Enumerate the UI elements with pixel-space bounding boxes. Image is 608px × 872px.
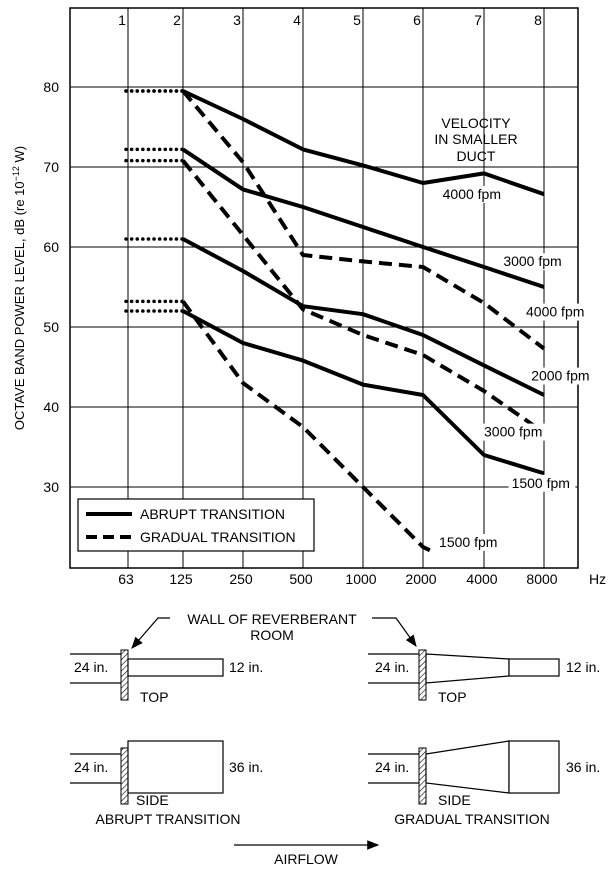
abrupt-top-outlet-label: 12 in.: [229, 659, 263, 675]
outlet-duct: [127, 658, 224, 677]
x-tick-label: 2000: [405, 571, 436, 587]
series-line-gradual: [181, 300, 433, 553]
x-tick-label: 8000: [526, 571, 557, 587]
band-numbers: 1 2 3 4 5 6 7 8: [118, 12, 542, 28]
wall-gradual-top: [418, 649, 427, 701]
series-line-abrupt: [181, 147, 545, 289]
series-label-bg: [523, 303, 590, 321]
legend: ABRUPT TRANSITION GRADUAL TRANSITION: [77, 498, 315, 552]
gradual-top-view: 24 in. 12 in. TOP: [368, 649, 600, 705]
legend-label-abrupt: ABRUPT TRANSITION: [140, 506, 285, 522]
annotation-velocity: VELOCITY IN SMALLER DUCT: [434, 115, 517, 164]
abrupt-top-view-label: TOP: [140, 689, 169, 705]
annotation-line-1: VELOCITY: [441, 115, 511, 131]
gradual-side-outlet-label: 36 in.: [566, 759, 600, 775]
series-label-bg: [439, 186, 507, 203]
abrupt-top-inlet-label: 24 in.: [74, 659, 108, 675]
y-tick-label: 30: [43, 479, 59, 495]
gridlines: [70, 8, 578, 568]
outlet-duct: [127, 740, 224, 794]
gradual-side-inlet-label: 24 in.: [375, 759, 409, 775]
x-tick-label: 125: [169, 571, 193, 587]
x-tick-label: 250: [229, 571, 253, 587]
abrupt-side-outlet-label: 36 in.: [229, 759, 263, 775]
gradual-top-inlet-label: 24 in.: [375, 659, 409, 675]
legend-label-gradual: GRADUAL TRANSITION: [140, 529, 296, 545]
series-label: 3000 fpm: [484, 424, 542, 440]
series-line-abrupt: [182, 237, 545, 397]
airflow-label: AIRFLOW: [274, 851, 339, 867]
band-number: 7: [474, 12, 482, 28]
transition-diagram: WALL OF REVERBERANT ROOM 24 in. 12 in. T…: [70, 611, 600, 867]
annotation-line-2: IN SMALLER: [434, 131, 517, 147]
wall-label-line-2: ROOM: [250, 627, 294, 643]
wall-abrupt-side: [120, 747, 129, 805]
annotation-line-3: DUCT: [457, 148, 496, 164]
wall-abrupt-top: [120, 649, 129, 701]
x-unit-label: Hz: [589, 571, 606, 587]
y-tick-label: 60: [43, 239, 59, 255]
x-tick-label: 63: [118, 571, 134, 587]
abrupt-top-view: 24 in. 12 in. TOP: [70, 649, 263, 705]
y-tick-label: 80: [43, 79, 59, 95]
series-label-bg: [508, 474, 576, 492]
wall-leader-left: [131, 617, 170, 649]
series-label: 1500 fpm: [512, 475, 570, 491]
x-tick-label: 1000: [345, 571, 376, 587]
abrupt-side-view: 24 in. 36 in. SIDE ABRUPT TRANSITION: [70, 740, 263, 827]
outlet-duct: [508, 740, 560, 794]
gradual-top-outlet-label: 12 in.: [566, 659, 600, 675]
series-label: 2000 fpm: [531, 368, 589, 384]
outlet-duct: [508, 658, 560, 677]
series-line-abrupt: [182, 89, 545, 197]
y-tick-label: 70: [43, 159, 59, 175]
y-ticks: 30 40 50 60 70 80: [43, 79, 59, 495]
series-label-bg: [500, 253, 575, 271]
series-label: 4000 fpm: [526, 304, 584, 320]
gradual-top-view-label: TOP: [438, 689, 467, 705]
y-tick-label: 40: [43, 399, 59, 415]
abrupt-caption: ABRUPT TRANSITION: [96, 811, 241, 827]
series-label: 1500 fpm: [439, 534, 497, 550]
band-number: 3: [233, 12, 241, 28]
y-tick-label: 50: [43, 319, 59, 335]
series-labels: 4000 fpm 3000 fpm 4000 fpm 2000 fpm 3000 fpm…: [436, 186, 595, 551]
gradual-caption: GRADUAL TRANSITION: [394, 811, 550, 827]
series-line-abrupt: [182, 309, 545, 476]
wall-label-line-1: WALL OF REVERBERANT: [187, 611, 357, 627]
series-label-bg: [436, 534, 511, 551]
legend-box: [77, 498, 315, 552]
series-label: 4000 fpm: [443, 186, 501, 202]
series-group: [124, 89, 546, 553]
abrupt-side-view-label: SIDE: [136, 792, 169, 808]
tapered-transition: [425, 740, 510, 794]
tapered-transition: [425, 653, 510, 684]
band-number: 5: [353, 12, 361, 28]
gradual-side-view-label: SIDE: [438, 792, 471, 808]
y-axis-label-exponent: −12: [11, 166, 21, 181]
series-label-bg: [481, 423, 556, 441]
y-axis-label: OCTAVE BAND POWER LEVEL, dB (re 10−12 W): [11, 146, 27, 430]
series-label: 3000 fpm: [503, 253, 561, 269]
band-number: 6: [413, 12, 421, 28]
band-number: 1: [118, 12, 126, 28]
abrupt-side-inlet-label: 24 in.: [74, 759, 108, 775]
series-line-gradual: [181, 89, 546, 351]
gradual-side-view: 24 in. 36 in. SIDE GRADUAL TRANSITION: [368, 740, 600, 827]
x-tick-label: 4000: [466, 571, 497, 587]
wall-leader-right: [372, 617, 417, 647]
x-tick-label: 500: [289, 571, 313, 587]
series-label-bg: [528, 367, 595, 385]
x-ticks: 63 125 250 500 1000 2000 4000 8000: [118, 571, 558, 587]
series-line-gradual: [181, 159, 546, 435]
band-number: 8: [534, 12, 542, 28]
wall-gradual-side: [418, 747, 427, 805]
band-number: 2: [173, 12, 181, 28]
plot-frame: [69, 7, 579, 569]
band-number: 4: [293, 12, 301, 28]
